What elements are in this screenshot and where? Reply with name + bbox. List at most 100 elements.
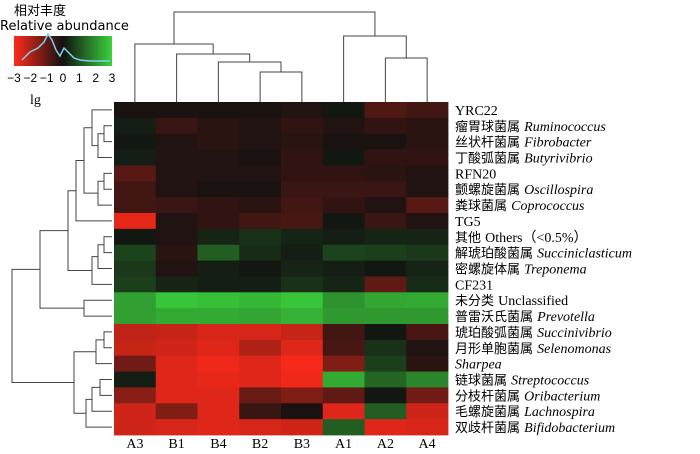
column-label: A4 [419, 437, 436, 452]
heatmap-cell [364, 133, 407, 150]
heatmap-cell [281, 371, 324, 388]
heatmap-cell [364, 228, 407, 246]
heatmap-cell [239, 228, 282, 246]
heatmap-cell [406, 133, 449, 150]
row-label: 链球菌属 Streptococcus [455, 374, 590, 389]
heatmap-cell [197, 387, 240, 404]
heatmap-cell [281, 197, 324, 214]
heatmap-cell [364, 292, 407, 309]
row-label: RFN20 [455, 167, 496, 182]
heatmap-cell [239, 102, 282, 119]
heatmap-cell [155, 371, 198, 388]
row-label: 密螺旋体属 Treponema [455, 262, 587, 278]
legend-tick-label: −1 [40, 71, 54, 85]
heatmap-cell [281, 276, 324, 293]
heatmap-cell [281, 324, 324, 341]
column-label: A2 [377, 437, 394, 452]
heatmap-cell [155, 355, 198, 372]
row-label: 毛螺旋菌属 Lachnospira [455, 405, 595, 420]
heatmap-cell [114, 387, 157, 404]
heatmap-cell [197, 308, 240, 325]
legend-tick-label: 0 [60, 71, 67, 85]
heatmap-cell [406, 308, 449, 325]
heatmap-cell [239, 419, 282, 436]
heatmap-cell [322, 339, 365, 357]
heatmap-cell [322, 244, 365, 261]
heatmap-cell [155, 197, 198, 214]
heatmap-cell [155, 276, 198, 293]
heatmap-cell [114, 244, 157, 261]
heatmap-cell [155, 403, 198, 420]
heatmap-cell [406, 403, 449, 420]
heatmap-cell [239, 308, 282, 325]
heatmap-cell [364, 308, 407, 325]
heatmap-cell [322, 419, 365, 436]
heatmap-cell [322, 133, 365, 150]
heatmap-cell [281, 292, 324, 309]
heatmap-cell [322, 276, 365, 293]
dendrogram-branch [11, 268, 74, 383]
heatmap-cell [239, 133, 282, 150]
legend-title-cn: 相对丰度 [14, 3, 66, 19]
heatmap-cell [114, 228, 157, 246]
heatmap-cell [281, 308, 324, 325]
row-label: CF231 [455, 278, 493, 293]
heatmap-cell [155, 117, 198, 135]
dendrogram-branch [91, 386, 112, 412]
row-label: 丝状杆菌属 Fibrobacter [455, 136, 592, 151]
heatmap-cell [197, 133, 240, 150]
heatmap-cell [322, 149, 365, 166]
dendrogram-branch [103, 125, 112, 143]
heatmap-cell [281, 403, 324, 420]
heatmap-cell [197, 260, 240, 277]
heatmap-cell [322, 292, 365, 309]
row-label: 其他 Others（<0.5%） [455, 230, 588, 246]
heatmap-cell [239, 260, 282, 277]
heatmap-cell [281, 165, 324, 182]
dendrogram-branch [73, 351, 96, 414]
heatmap-cell [239, 371, 282, 388]
heatmap-cell [364, 419, 407, 436]
heatmap-cell [322, 371, 365, 388]
heatmap-cell [281, 213, 324, 230]
heatmap-cell [281, 260, 324, 277]
heatmap-cell [322, 165, 365, 182]
heatmap-cell [364, 244, 407, 261]
heatmap-cell [281, 244, 324, 261]
heatmap-cell [322, 117, 365, 135]
legend-tick-label: −2 [23, 71, 37, 85]
heatmap-cell [281, 149, 324, 166]
heatmap-cell [155, 149, 198, 166]
heatmap-cell [406, 117, 449, 135]
heatmap-cell [322, 213, 365, 230]
heatmap-cell [406, 419, 449, 436]
heatmap-cell [239, 181, 282, 198]
row-label: 普雷沃氏菌属 Prevotella [455, 310, 595, 325]
row-label: 未分类 Unclassified [455, 294, 568, 309]
dendrogram-branch [103, 331, 112, 349]
dendrogram-branch [67, 190, 92, 271]
dendrogram-branch [91, 109, 112, 147]
heatmap-cell [281, 102, 324, 119]
heatmap-cell [197, 165, 240, 182]
heatmap-cell [239, 292, 282, 309]
heatmap-cell [406, 228, 449, 246]
heatmap-cell [197, 339, 240, 357]
dendrogram-branch [91, 256, 112, 285]
heatmap-cell [239, 276, 282, 293]
legend-tick-label: −3 [7, 71, 21, 85]
heatmap-cell [155, 133, 198, 150]
heatmap-cell [406, 165, 449, 182]
row-label: 粪球菌属 Coprococcus [455, 199, 585, 214]
dendrogram-branch [176, 53, 251, 102]
legend-tick-label: 2 [92, 71, 99, 85]
heatmap-cell [281, 133, 324, 150]
heatmap-cell [239, 387, 282, 404]
heatmap-cell [155, 339, 198, 357]
dendrogram-branch [103, 236, 112, 254]
heatmap-cell [239, 213, 282, 230]
heatmap-cell [155, 324, 198, 341]
row-label: 丁酸弧菌属 Butyrivibrio [455, 152, 593, 167]
heatmap-cell [364, 213, 407, 230]
